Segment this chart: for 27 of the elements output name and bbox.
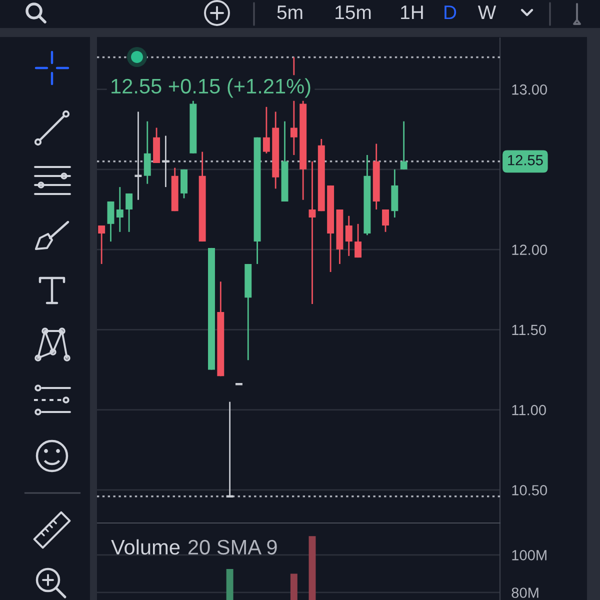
text: 1H [401,6,423,20]
candlestick [144,120,151,185]
text: W [478,6,496,20]
candlestick [116,186,124,233]
text: Volume [111,539,180,555]
text: 12.55 +0.15 (+1.21%) [112,78,310,98]
candlestick [262,106,270,154]
candlestick [308,160,316,305]
y-tick-label: 11.00 [512,404,546,416]
candlestick [382,208,389,233]
text: 15m [336,6,371,20]
candlestick [354,223,362,258]
ref-line-label: 12.55 [508,154,543,166]
y-tick-label: 11.50 [512,324,546,336]
y-tick-label: 10.50 [512,485,548,496]
y-tick-label: 12.00 [512,244,548,255]
y-tick-label: 80M [512,588,538,598]
text: D [444,6,456,20]
candlestick [400,120,408,170]
candlestick [98,224,106,265]
candlestick [126,192,133,233]
candlestick [107,200,114,242]
y-tick-label: 13.00 [512,84,548,95]
text: 5m [277,6,302,20]
text: 20 SMA 9 [188,540,277,555]
candlestick [345,215,352,257]
y-tick-label: 100M [512,550,546,560]
